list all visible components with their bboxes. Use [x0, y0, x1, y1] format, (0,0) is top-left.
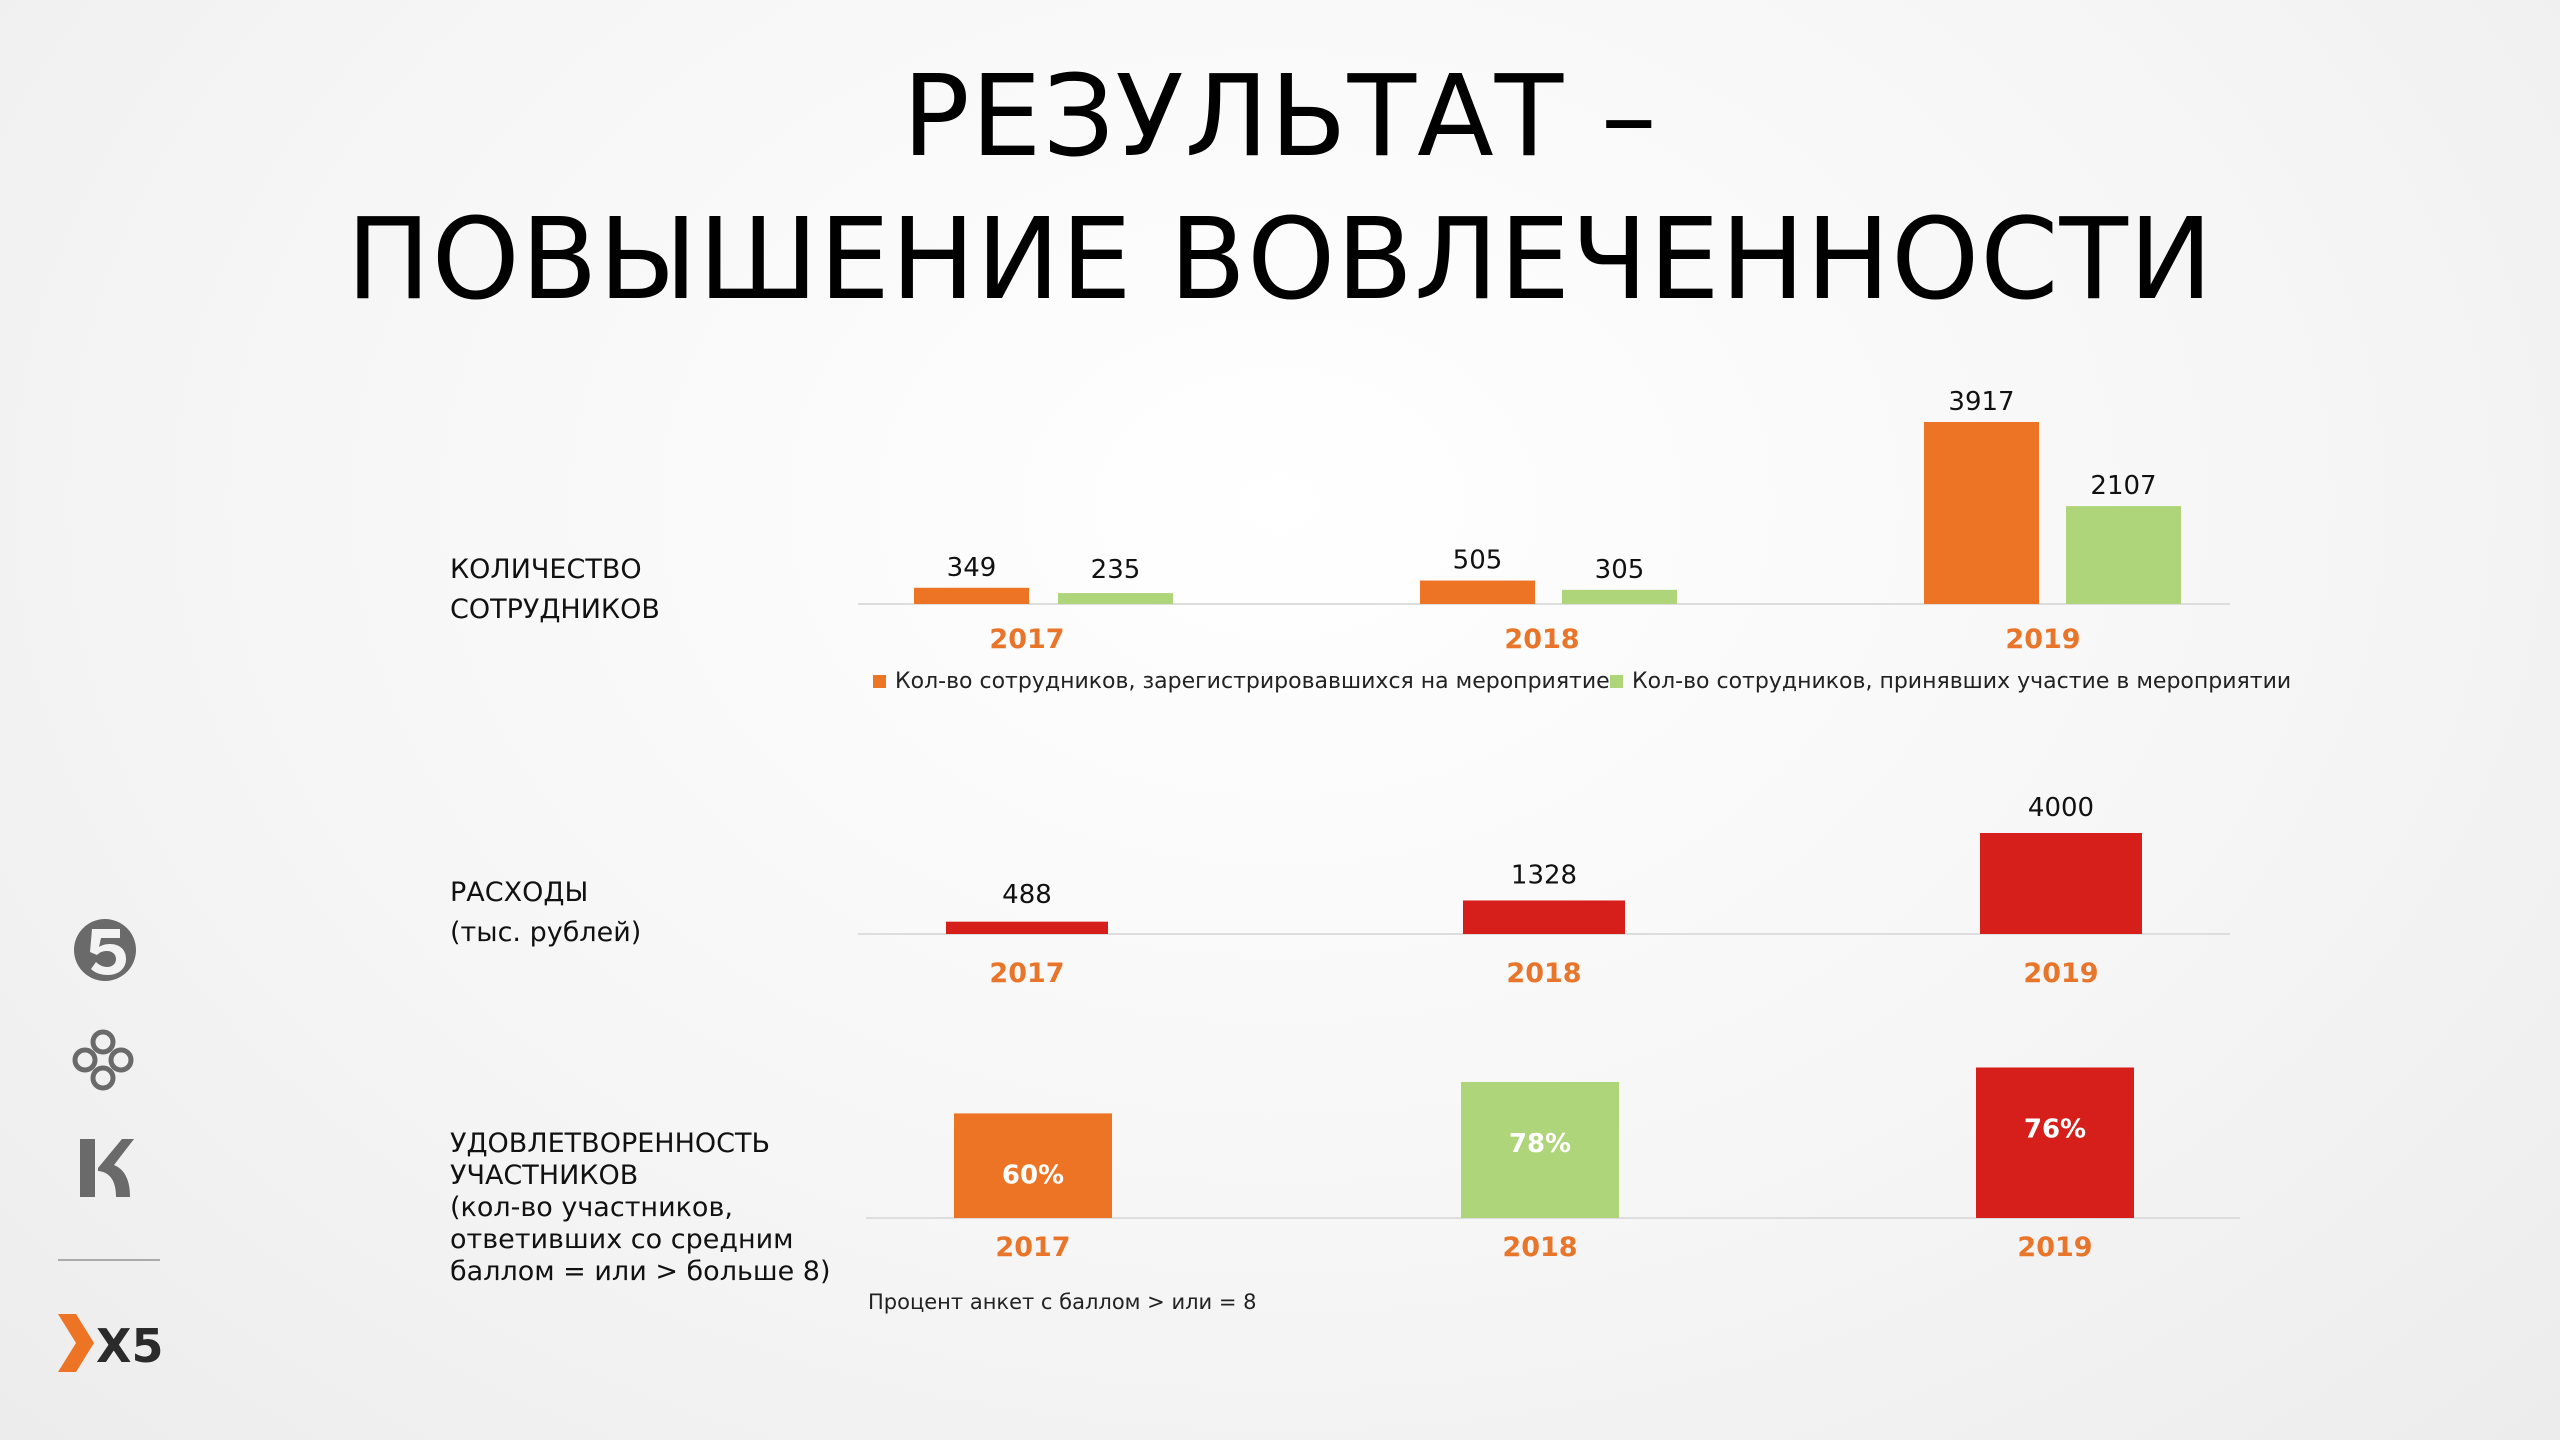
slide-title-line-2: ПОВЫШЕНИЕ ВОВЛЕЧЕННОСТИ: [346, 195, 2214, 325]
chart-1-bar: [1924, 422, 2039, 604]
chart-1-bar: [1058, 593, 1173, 604]
chart-1-data-label: 305: [1595, 555, 1645, 585]
footnote: Процент анкет с баллом > или = 8: [868, 1290, 1257, 1314]
chart-2-bar: [1463, 900, 1625, 934]
chart-3-data-label: 78%: [1509, 1129, 1571, 1159]
chart-1-data-label: 235: [1091, 555, 1141, 585]
chart-1-data-label: 3917: [1948, 387, 2014, 417]
perekrestok-logo: [72, 1029, 134, 1091]
legend-label: Кол-во сотрудников, зарегистрировавшихся…: [895, 669, 1610, 694]
divider: [58, 1259, 160, 1261]
chart-1-bar: [914, 587, 1029, 604]
pyaterochka-logo: [74, 919, 136, 981]
section-label-line: КОЛИЧЕСТВО: [450, 554, 642, 585]
chart-3-category-label: 2017: [995, 1232, 1070, 1263]
chart-1-category-label: 2018: [1504, 624, 1579, 655]
legend-item-registered: Кол-во сотрудников, зарегистрировавшихся…: [873, 669, 1610, 694]
section-label-line: СОТРУДНИКОВ: [450, 594, 660, 625]
chart-3-category-label: 2019: [2017, 1232, 2092, 1263]
legend-label: Кол-во сотрудников, принявших участие в …: [1632, 669, 2292, 694]
slide-title-line-1: РЕЗУЛЬТАТ –: [902, 52, 1658, 182]
chart-3-bar: [1976, 1067, 2134, 1218]
chart-3-bar: [954, 1113, 1112, 1218]
chart-2-category-label: 2018: [1506, 958, 1581, 989]
section-label-line: ответивших со средним: [450, 1224, 794, 1255]
section-label-line: УДОВЛЕТВОРЕННОСТЬ: [450, 1128, 771, 1159]
section-label-expenses: РАСХОДЫ (тыс. рублей): [450, 873, 641, 953]
chart-3-data-label: 76%: [2024, 1114, 2086, 1144]
section-label-satisfaction: УДОВЛЕТВОРЕННОСТЬ УЧАСТНИКОВ (кол-во уча…: [450, 1128, 830, 1288]
chart-3-category-label: 2018: [1502, 1232, 1577, 1263]
chart-2-data-label: 1328: [1511, 860, 1577, 890]
chart-1-category-label: 2017: [989, 624, 1064, 655]
chart-2-data-label: 488: [1002, 880, 1052, 910]
section-label-line: баллом = или > больше 8): [450, 1256, 831, 1287]
chart-2-data-label: 4000: [2028, 793, 2094, 823]
chart-1-bar: [2066, 506, 2181, 604]
chart-1-category-label: 2019: [2005, 624, 2080, 655]
legend-swatch-green: [1610, 675, 1623, 688]
chart-3-bar: [1461, 1082, 1619, 1218]
chart-1-data-label: 349: [947, 553, 997, 583]
x5-logo: X5: [58, 1314, 163, 1373]
chart-1-bar: [1562, 589, 1677, 604]
legend-item-participated: Кол-во сотрудников, принявших участие в …: [1610, 669, 2291, 694]
chart-2-category-label: 2017: [989, 958, 1064, 989]
section-label-line: (кол-во участников,: [450, 1192, 733, 1223]
chart-1-data-label: 2107: [2090, 471, 2156, 501]
section-label-line: (тыс. рублей): [450, 917, 642, 948]
section-label-line: УЧАСТНИКОВ: [450, 1160, 639, 1191]
section-label-line: РАСХОДЫ: [450, 877, 589, 908]
x5-logo-text: X5: [96, 1319, 163, 1373]
chart-1-data-label: 505: [1453, 546, 1503, 576]
karusel-logo: [80, 1139, 134, 1197]
chart-2-bar: [946, 921, 1108, 934]
legend-swatch-orange: [873, 675, 886, 688]
chart-2-bar: [1980, 833, 2142, 934]
chart-3-data-label: 60%: [1002, 1160, 1064, 1190]
chart-1-bar: [1420, 580, 1535, 604]
chart-2-category-label: 2019: [2023, 958, 2098, 989]
section-label-employees: КОЛИЧЕСТВО СОТРУДНИКОВ: [450, 550, 660, 630]
